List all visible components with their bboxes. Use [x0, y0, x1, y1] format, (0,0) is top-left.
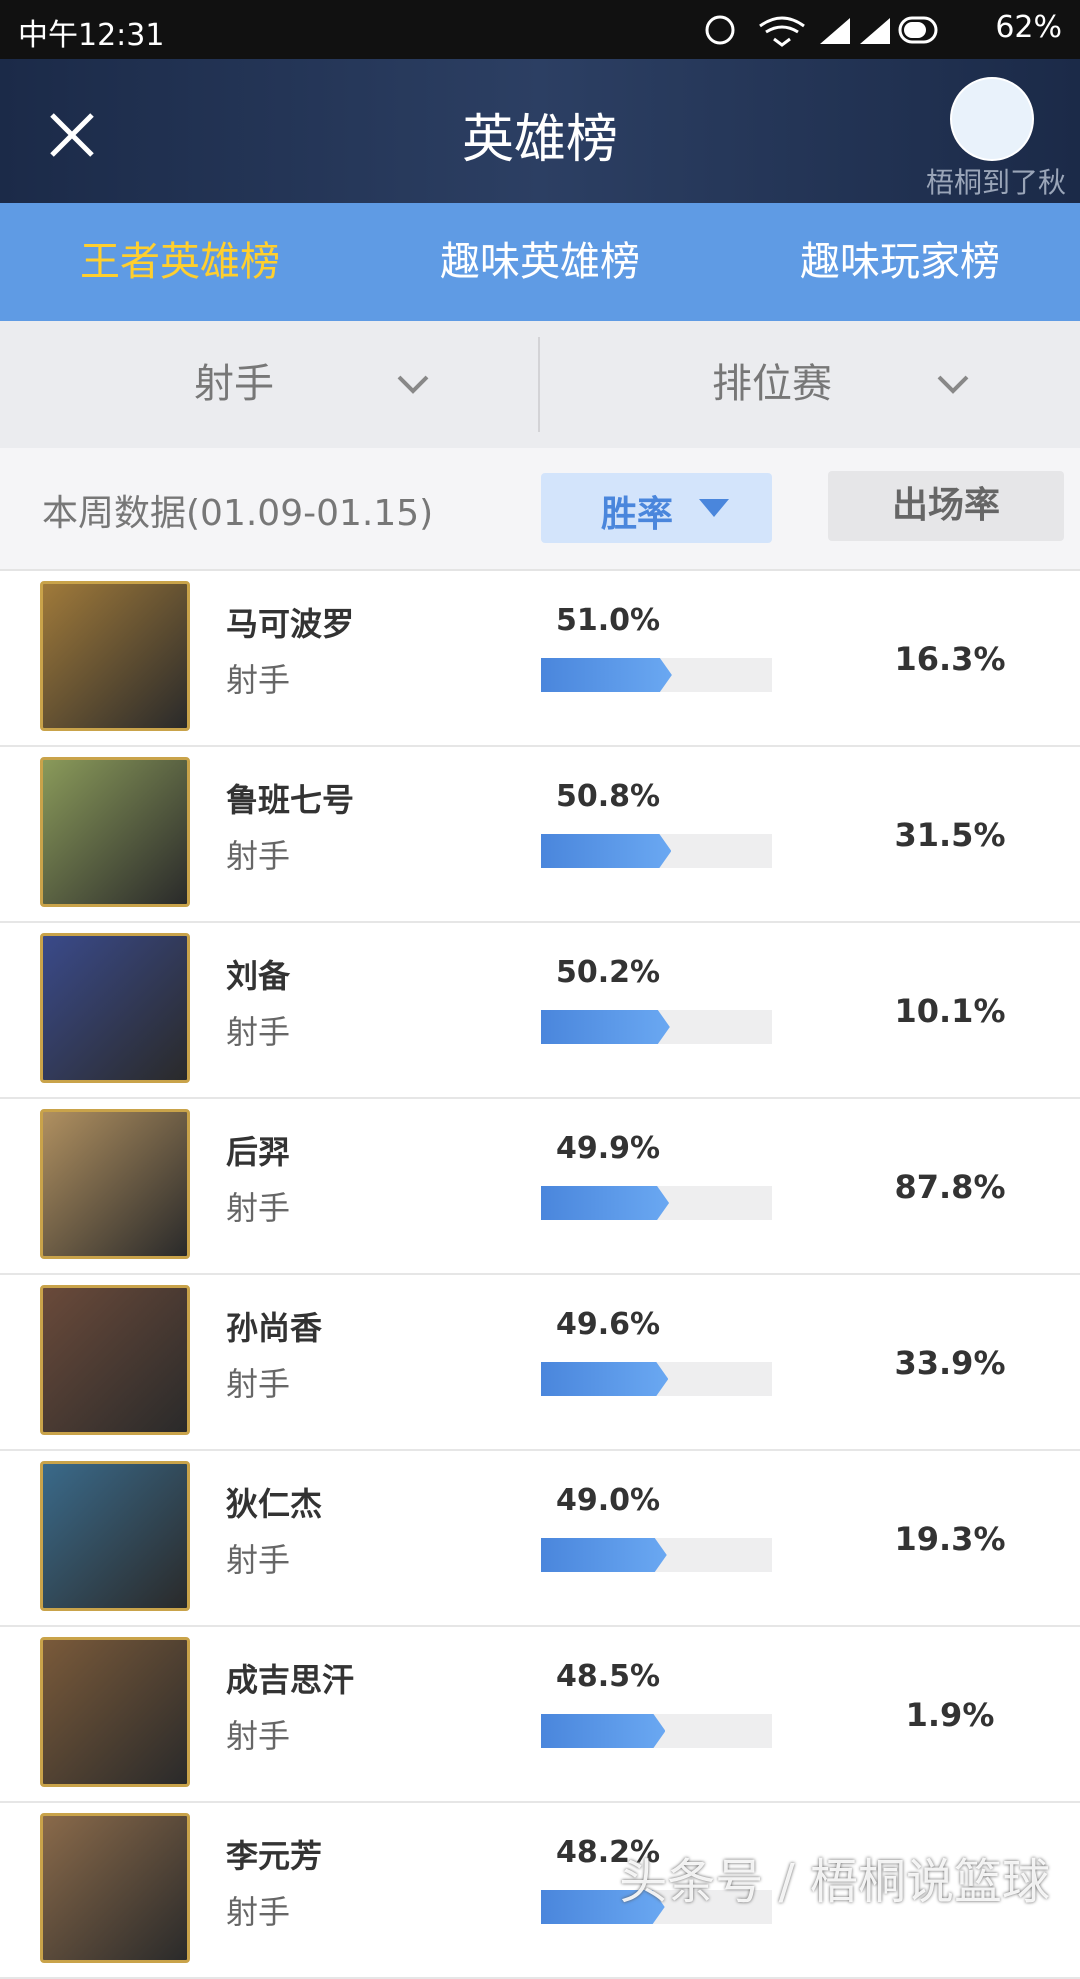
hero-avatar	[40, 1637, 190, 1787]
filter-dropdown[interactable]: 射手	[194, 361, 274, 407]
hero-role: 射手	[226, 1189, 291, 1227]
page-title: 英雄榜	[461, 110, 618, 170]
win-rate-bar	[541, 1010, 670, 1044]
pick-rate: 1.9%	[905, 1696, 995, 1734]
pick-rate: 33.9%	[894, 1344, 1006, 1382]
tab-bar: 王者英雄榜 趣味英雄榜 趣味玩家榜	[0, 203, 1080, 321]
dropdown-arrow	[397, 375, 429, 394]
close-button[interactable]	[48, 111, 96, 159]
hero-row[interactable]: 刘备射手 50.2% 10.1%	[0, 923, 1080, 1099]
pick-rate: 31.5%	[894, 816, 1006, 854]
win-rate-label: 51.0%	[556, 603, 661, 638]
hero-role: 射手	[226, 1893, 291, 1931]
pick-rate: 19.3%	[894, 1520, 1006, 1558]
time: 中午12:31	[18, 18, 165, 53]
hero-row[interactable]: 成吉思汗射手 48.5% 1.9%	[0, 1627, 1080, 1803]
hero-row[interactable]: 狄仁杰射手 49.0% 19.3%	[0, 1451, 1080, 1627]
hero-name: 李元芳	[226, 1837, 323, 1875]
hero-role: 射手	[226, 661, 291, 699]
hero-row[interactable]: 鲁班七号射手 50.8% 31.5%	[0, 747, 1080, 923]
hero-avatar	[40, 581, 190, 731]
win-rate-track	[541, 1890, 772, 1924]
hero-avatar	[40, 1813, 190, 1963]
hero-avatar	[40, 1109, 190, 1259]
header: 英雄榜 梧桐到了秋	[0, 59, 1080, 203]
pick-rate: 87.8%	[894, 1168, 1006, 1206]
win-rate-track	[541, 834, 772, 868]
win-rate-label: 49.9%	[556, 1131, 661, 1166]
hero-avatar	[40, 933, 190, 1083]
win-rate-bar	[541, 1538, 667, 1572]
dropdown-arrow	[937, 375, 969, 394]
win-rate-label: 49.0%	[556, 1483, 661, 1518]
period-bar: 本周数据(01.09-01.15) 胜率 出场率	[0, 448, 1080, 571]
win-rate-bar	[541, 1186, 669, 1220]
status-icons	[705, 15, 938, 47]
hero-name: 后羿	[226, 1133, 291, 1171]
hero-role: 射手	[226, 1541, 291, 1579]
win-rate-label: 50.2%	[556, 955, 661, 990]
hero-row[interactable]: 孙尚香射手 49.6% 33.9%	[0, 1275, 1080, 1451]
win-rate-track	[541, 1186, 772, 1220]
pick-rate: 16.3%	[894, 640, 1006, 678]
watermark: 头条号 / 梧桐说篮球	[619, 1854, 1050, 1910]
hero-avatar	[40, 757, 190, 907]
period-label: 本周数据(01.09-01.15)	[42, 493, 434, 534]
hero-name: 孙尚香	[226, 1309, 323, 1347]
hero-row[interactable]: 马可波罗射手 51.0% 16.3%	[0, 571, 1080, 747]
hero-avatar	[40, 1285, 190, 1435]
hero-role: 射手	[226, 837, 291, 875]
hero-name: 马可波罗	[226, 605, 355, 643]
win-rate-bar	[541, 1714, 665, 1748]
sort-arrow	[699, 499, 729, 517]
user-avatar[interactable]	[950, 77, 1034, 161]
tab[interactable]: 趣味玩家榜	[800, 239, 1000, 285]
filter-dropdown[interactable]: 排位赛	[712, 361, 832, 407]
battery: 62%	[995, 10, 1062, 45]
hero-name: 狄仁杰	[226, 1485, 323, 1523]
win-rate-bar	[541, 834, 671, 868]
win-rate-label: 49.6%	[556, 1307, 661, 1342]
win-rate-track	[541, 658, 772, 692]
hero-row[interactable]: 后羿射手 49.9% 87.8%	[0, 1099, 1080, 1275]
username: 梧桐到了秋	[925, 166, 1066, 199]
hero-role: 射手	[226, 1365, 291, 1403]
win-rate-bar	[541, 1362, 668, 1396]
win-rate-bar	[541, 658, 672, 692]
hero-name: 刘备	[226, 957, 291, 995]
win-rate-track	[541, 1714, 772, 1748]
sort-win-rate[interactable]: 胜率	[541, 473, 772, 543]
hero-avatar	[40, 1461, 190, 1611]
sort-pick-rate[interactable]: 出场率	[828, 471, 1064, 541]
win-rate-label: 48.5%	[556, 1659, 661, 1694]
tab[interactable]: 王者英雄榜	[80, 239, 280, 285]
win-rate-bar	[541, 1890, 665, 1924]
win-rate-track	[541, 1362, 772, 1396]
win-rate-label: 50.8%	[556, 779, 661, 814]
win-rate-track	[541, 1538, 772, 1572]
hero-name: 鲁班七号	[226, 781, 355, 819]
filter-bar: 射手 排位赛	[0, 321, 1080, 448]
tab[interactable]: 趣味英雄榜	[440, 239, 640, 285]
status-bar: 中午12:31 62%	[0, 0, 1080, 59]
hero-name: 成吉思汗	[226, 1661, 355, 1699]
divider	[538, 337, 540, 432]
hero-role: 射手	[226, 1013, 291, 1051]
win-rate-label: 48.2%	[556, 1835, 661, 1870]
win-rate-track	[541, 1010, 772, 1044]
pick-rate: 10.1%	[894, 992, 1006, 1030]
sort-label: 胜率	[601, 494, 674, 535]
hero-role: 射手	[226, 1717, 291, 1755]
